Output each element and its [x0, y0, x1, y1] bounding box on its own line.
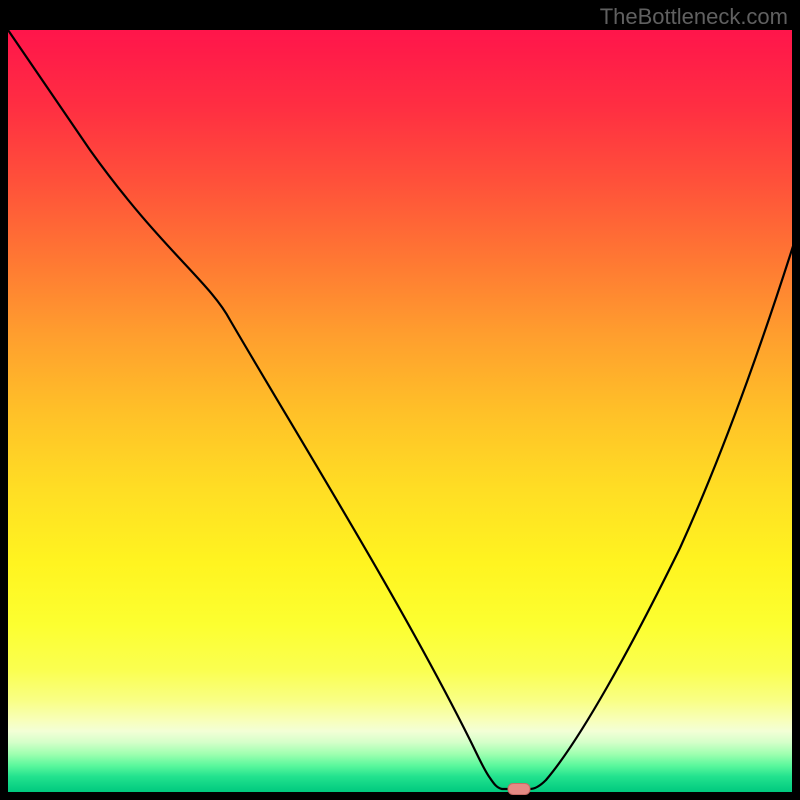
- watermark-text: TheBottleneck.com: [600, 4, 788, 30]
- chart-container: TheBottleneck.com: [0, 0, 800, 800]
- optimal-marker: [508, 784, 530, 795]
- chart-background: [8, 30, 792, 792]
- bottleneck-chart: [0, 0, 800, 800]
